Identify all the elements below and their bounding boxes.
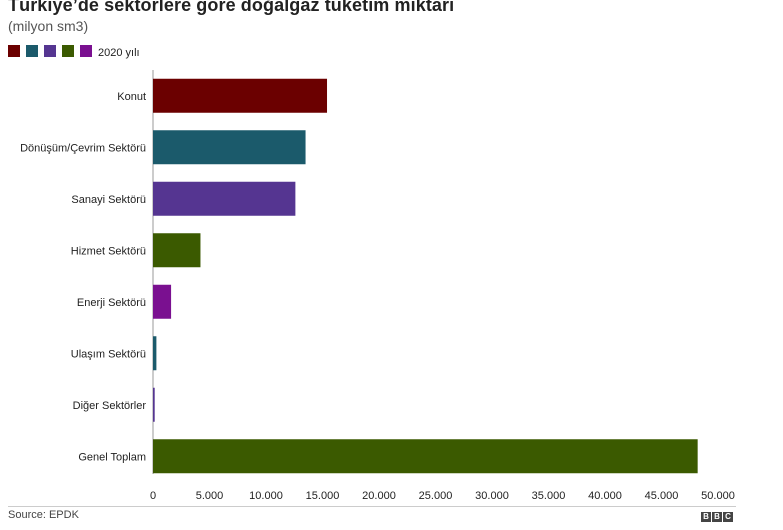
bar bbox=[153, 336, 157, 371]
x-tick-label: 30.000 bbox=[475, 490, 509, 500]
legend-label: 2020 yılı bbox=[98, 47, 140, 59]
legend-swatch bbox=[44, 45, 56, 57]
bar bbox=[153, 439, 698, 474]
x-tick-label: 35.000 bbox=[532, 490, 566, 500]
x-tick-label: 25.000 bbox=[419, 490, 453, 500]
legend-swatch bbox=[62, 45, 74, 57]
bbc-logo-letter: C bbox=[723, 512, 733, 522]
x-tick-label: 15.000 bbox=[306, 490, 340, 500]
category-label: Sanayi Sektörü bbox=[71, 194, 146, 206]
bar bbox=[153, 233, 201, 268]
bar bbox=[153, 284, 172, 319]
bbc-logo-letter: B bbox=[701, 512, 711, 522]
legend-swatch bbox=[80, 45, 92, 57]
x-tick-label: 40.000 bbox=[588, 490, 622, 500]
x-tick-label: 10.000 bbox=[249, 490, 283, 500]
bar bbox=[153, 78, 328, 113]
bbc-logo-letter: B bbox=[712, 512, 722, 522]
category-label: Dönüşüm/Çevrim Sektörü bbox=[20, 142, 146, 154]
chart-title: Türkiye’de sektörlere göre doğalgaz tüke… bbox=[8, 0, 455, 15]
x-tick-label: 20.000 bbox=[362, 490, 396, 500]
category-label: Ulaşım Sektörü bbox=[71, 348, 146, 360]
bar bbox=[153, 181, 296, 216]
x-tick-label: 0 bbox=[150, 490, 156, 500]
x-tick-label: 50.000 bbox=[701, 490, 735, 500]
legend: 2020 yılı bbox=[8, 44, 140, 62]
bbc-logo: B B C bbox=[700, 512, 733, 522]
chart-subtitle: (milyon sm3) bbox=[8, 18, 89, 34]
category-label: Diğer Sektörler bbox=[73, 400, 147, 412]
category-label: Enerji Sektörü bbox=[77, 297, 146, 309]
legend-swatch bbox=[26, 45, 38, 57]
category-label: Hizmet Sektörü bbox=[71, 245, 146, 257]
source-note: Source: EPDK bbox=[8, 509, 79, 521]
bar-chart: Konut Dönüşüm/Çevrim Sektörü Sanayi Sektör… bbox=[20, 70, 735, 500]
bar bbox=[153, 387, 155, 422]
legend-swatches bbox=[8, 44, 98, 62]
category-label: Konut bbox=[117, 91, 146, 103]
x-tick-label: 5.000 bbox=[196, 490, 224, 500]
x-tick-label: 45.000 bbox=[645, 490, 679, 500]
footer-divider bbox=[8, 506, 736, 507]
bar bbox=[153, 130, 306, 165]
legend-swatch bbox=[8, 45, 20, 57]
category-label: Genel Toplam bbox=[78, 451, 146, 463]
